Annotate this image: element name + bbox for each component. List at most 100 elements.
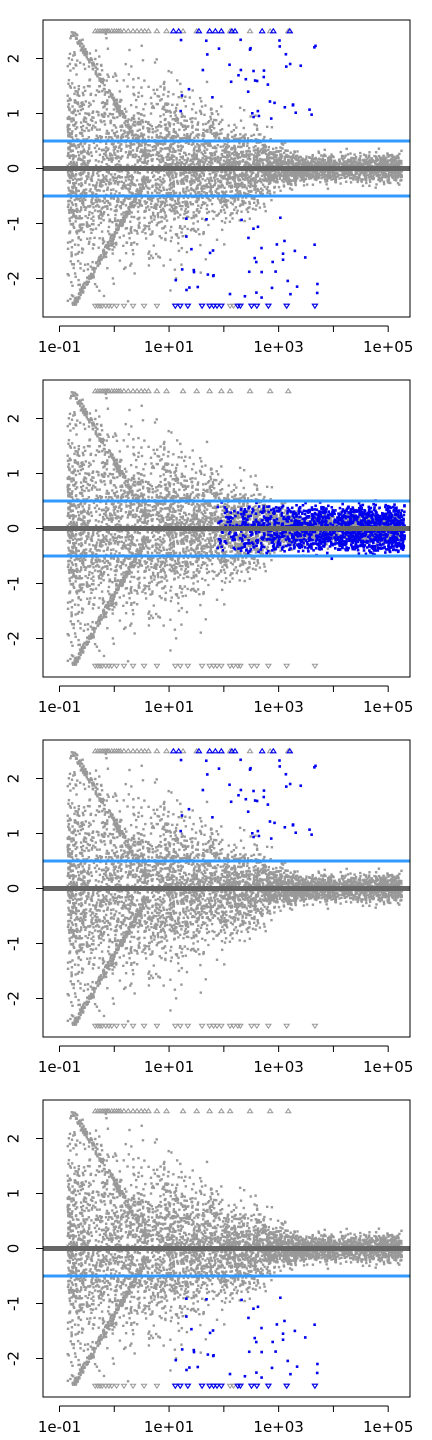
data-point xyxy=(87,171,90,175)
data-point xyxy=(143,158,147,161)
data-point xyxy=(139,150,142,154)
data-point xyxy=(207,197,210,201)
data-point xyxy=(82,138,85,141)
data-point xyxy=(129,143,133,146)
data-point xyxy=(280,163,283,166)
data-point xyxy=(226,153,229,157)
data-point xyxy=(184,190,188,193)
data-point xyxy=(287,162,290,165)
data-point xyxy=(217,122,221,126)
data-point xyxy=(141,136,145,139)
data-point xyxy=(96,203,99,207)
data-point xyxy=(154,130,157,133)
data-point xyxy=(92,170,95,173)
data-point xyxy=(214,173,217,176)
data-point xyxy=(296,154,299,157)
data-point xyxy=(69,37,72,40)
data-point xyxy=(160,236,163,240)
data-point xyxy=(211,162,214,165)
data-point xyxy=(186,203,189,206)
data-point xyxy=(340,176,343,180)
data-point xyxy=(172,128,176,131)
data-point xyxy=(112,124,116,127)
data-point xyxy=(130,262,133,265)
data-point xyxy=(92,219,95,222)
data-point xyxy=(127,197,130,201)
data-point xyxy=(107,75,110,78)
data-point xyxy=(69,206,73,209)
data-point xyxy=(258,179,262,182)
data-point xyxy=(106,156,109,160)
data-point xyxy=(183,171,187,174)
data-point xyxy=(210,179,214,182)
data-point xyxy=(292,154,295,157)
data-point xyxy=(347,174,351,177)
data-point xyxy=(92,202,95,205)
data-point xyxy=(193,136,196,140)
data-point xyxy=(192,179,196,182)
data-point xyxy=(209,144,212,148)
data-point xyxy=(387,164,391,167)
data-point xyxy=(302,180,306,183)
data-point xyxy=(172,184,175,187)
data-point xyxy=(137,117,141,120)
data-point xyxy=(134,197,137,200)
data-point xyxy=(66,124,70,128)
data-point xyxy=(137,224,140,227)
data-point xyxy=(148,187,151,190)
data-point xyxy=(70,201,74,204)
data-point xyxy=(95,183,98,187)
data-point xyxy=(190,216,193,220)
data-point xyxy=(159,125,163,128)
data-point xyxy=(326,187,330,190)
data-point xyxy=(213,179,217,182)
data-point xyxy=(354,155,358,159)
data-point xyxy=(159,154,163,157)
data-point xyxy=(99,200,102,203)
data-point xyxy=(101,237,105,240)
data-point xyxy=(269,179,272,182)
data-point xyxy=(222,208,226,211)
data-point xyxy=(239,203,243,206)
data-point xyxy=(108,218,111,221)
data-point xyxy=(99,221,103,225)
data-point xyxy=(75,179,79,182)
data-point xyxy=(137,155,141,159)
data-point xyxy=(323,148,326,151)
data-point xyxy=(256,199,259,202)
data-point xyxy=(158,124,161,127)
data-point xyxy=(111,129,114,132)
data-point xyxy=(118,170,121,173)
data-point xyxy=(115,107,119,111)
data-point xyxy=(272,161,275,165)
data-point xyxy=(79,293,82,297)
data-point xyxy=(187,125,190,128)
data-point xyxy=(113,134,117,137)
data-point xyxy=(111,277,115,280)
data-point xyxy=(100,230,104,233)
data-point xyxy=(345,147,348,151)
data-point xyxy=(120,134,124,137)
data-point xyxy=(263,135,266,139)
data-point xyxy=(249,115,252,118)
data-point xyxy=(219,157,222,161)
data-point xyxy=(243,178,246,181)
data-point xyxy=(311,183,315,186)
data-point xyxy=(216,197,220,200)
data-point xyxy=(252,179,255,182)
data-point xyxy=(73,144,76,148)
data-point xyxy=(272,157,275,160)
data-point xyxy=(131,149,135,152)
data-point xyxy=(103,93,107,96)
data-point xyxy=(203,187,206,190)
data-point xyxy=(147,154,150,157)
data-point xyxy=(204,201,207,205)
data-point xyxy=(256,163,259,167)
data-point xyxy=(136,161,139,164)
data-point xyxy=(83,205,86,209)
data-point xyxy=(94,227,98,230)
data-point xyxy=(77,94,81,98)
data-point xyxy=(393,178,396,182)
data-point xyxy=(124,266,127,269)
data-point xyxy=(338,173,341,177)
